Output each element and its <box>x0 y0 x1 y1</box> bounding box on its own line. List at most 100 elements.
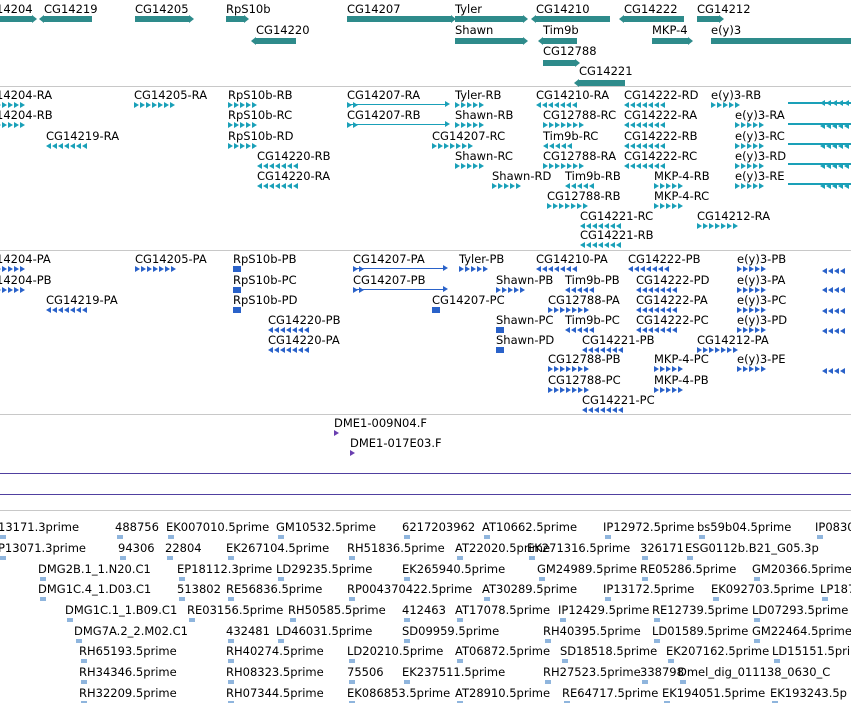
strand-arrow-icon[interactable] <box>523 37 528 45</box>
strand-arrow-icon[interactable] <box>189 15 194 23</box>
est-glyph[interactable] <box>349 597 355 601</box>
est-glyph[interactable] <box>179 597 185 601</box>
est-label[interactable]: LD01589.5prime <box>652 624 749 638</box>
transcript-label[interactable]: Tim9b-RB <box>565 169 621 183</box>
transcript-label[interactable]: MKP-4-RC <box>654 189 710 203</box>
strand-arrow-icon[interactable] <box>531 15 536 23</box>
est-glyph[interactable] <box>754 618 760 622</box>
protein-label[interactable]: CG14222-PA <box>636 293 708 307</box>
exon-glyph[interactable] <box>543 163 584 169</box>
exon-glyph[interactable] <box>455 102 484 108</box>
intron-line[interactable] <box>788 183 851 185</box>
gene-glyph[interactable] <box>536 16 610 22</box>
est-label[interactable]: DMG1C.1_1.B09.C1 <box>65 603 178 617</box>
exon-glyph[interactable] <box>636 327 677 333</box>
gene-glyph[interactable] <box>455 16 523 22</box>
exon-glyph[interactable] <box>257 163 298 169</box>
gene-glyph[interactable] <box>624 16 684 22</box>
protein-label[interactable]: e(y)3-PC <box>737 293 787 307</box>
est-label[interactable]: IP13172.5prime <box>603 582 695 596</box>
est-label[interactable]: RH08323.5prime <box>226 665 324 679</box>
est-label[interactable]: IP12972.5prime <box>603 520 695 534</box>
exon-glyph[interactable] <box>654 183 683 189</box>
gene-glyph[interactable] <box>652 38 688 44</box>
est-label[interactable]: RE05286.5prime <box>640 562 737 576</box>
protein-label[interactable]: Shawn-PB <box>496 273 554 287</box>
exon-glyph[interactable] <box>735 163 764 169</box>
est-label[interactable]: EK267104.5prime <box>226 541 330 555</box>
protein-label[interactable]: e(y)3-PE <box>737 352 786 366</box>
protein-label[interactable]: e(y)3-PA <box>737 273 786 287</box>
est-label[interactable]: SD09959.5prime <box>402 624 500 638</box>
est-label[interactable]: GM10532.5prime <box>276 520 376 534</box>
est-glyph[interactable] <box>0 556 6 560</box>
strand-arrow-icon[interactable] <box>443 286 448 292</box>
intron-line[interactable] <box>788 123 851 125</box>
exon-glyph[interactable] <box>347 122 358 128</box>
gene-label[interactable]: Shawn <box>455 23 494 37</box>
exon-glyph[interactable] <box>46 307 87 313</box>
gene-label[interactable]: CG14222 <box>624 2 678 16</box>
clone-label[interactable]: DME1-017E03.F <box>350 436 442 450</box>
gene-label[interactable]: MKP-4 <box>652 23 688 37</box>
gene-glyph[interactable] <box>44 16 92 22</box>
est-glyph[interactable] <box>822 597 828 601</box>
est-label[interactable]: 432481 <box>226 624 270 638</box>
exon-glyph[interactable] <box>654 387 683 393</box>
est-glyph[interactable] <box>40 577 46 581</box>
est-label[interactable]: Dmel_dig_011138_0630_C <box>678 665 831 679</box>
est-label[interactable]: AT06872.5prime <box>455 644 551 658</box>
exon-glyph[interactable] <box>624 102 665 108</box>
exon-glyph[interactable] <box>46 143 87 149</box>
intron-line[interactable] <box>788 102 851 104</box>
exon-glyph[interactable] <box>580 242 621 248</box>
est-label[interactable]: LD46031.5prime <box>276 624 373 638</box>
est-glyph[interactable] <box>81 659 87 663</box>
strand-arrow-icon[interactable] <box>538 37 543 45</box>
gene-glyph[interactable] <box>543 60 575 66</box>
est-label[interactable]: 13171.3prime <box>0 520 80 534</box>
exon-glyph[interactable] <box>565 327 594 333</box>
est-label[interactable]: LD15151.5prime <box>772 644 851 658</box>
strand-arrow-icon[interactable] <box>443 265 448 271</box>
est-glyph[interactable] <box>772 701 778 703</box>
protein-label[interactable]: MKP-4-PB <box>654 373 709 387</box>
transcript-label[interactable]: e(y)3-RE <box>735 169 785 183</box>
intron-line[interactable] <box>347 124 445 125</box>
est-glyph[interactable] <box>189 618 195 622</box>
intron-line[interactable] <box>788 163 851 165</box>
exon-glyph[interactable] <box>547 203 588 209</box>
gene-label[interactable]: e(y)3 <box>711 23 742 37</box>
strand-arrow-icon[interactable] <box>445 101 450 107</box>
est-label[interactable]: 488756 <box>115 520 159 534</box>
est-glyph[interactable] <box>699 535 705 539</box>
protein-label[interactable]: CG14222-PD <box>636 273 710 287</box>
intron-line[interactable] <box>353 268 443 269</box>
est-label[interactable]: EK007010.5prime <box>166 520 270 534</box>
transcript-label[interactable]: CG14207-RC <box>432 129 506 143</box>
est-glyph[interactable] <box>168 535 174 539</box>
exon-glyph[interactable] <box>268 347 309 353</box>
transcript-label[interactable]: CG14222-RA <box>624 108 698 122</box>
est-glyph[interactable] <box>774 659 780 663</box>
est-label[interactable]: EK237511.5prime <box>402 665 506 679</box>
est-label[interactable]: EK207162.5prime <box>666 644 770 658</box>
est-label[interactable]: RH51836.5prime <box>347 541 445 555</box>
exon-glyph[interactable] <box>636 307 677 313</box>
transcript-label[interactable]: Shawn-RB <box>455 108 514 122</box>
exon-glyph[interactable] <box>455 163 484 169</box>
exon-glyph[interactable] <box>711 102 740 108</box>
est-label[interactable]: RE64717.5prime <box>562 686 659 700</box>
est-glyph[interactable] <box>545 639 551 643</box>
exon-glyph[interactable] <box>536 266 577 272</box>
est-glyph[interactable] <box>404 577 410 581</box>
exon-glyph[interactable] <box>697 347 738 353</box>
est-glyph[interactable] <box>642 577 648 581</box>
est-label[interactable]: 513802 <box>177 582 221 596</box>
protein-label[interactable]: CG14220-PA <box>268 333 340 347</box>
exon-glyph[interactable] <box>459 266 488 272</box>
est-label[interactable]: P13071.3prime <box>0 541 86 555</box>
est-label[interactable]: GM24989.5prime <box>537 562 637 576</box>
est-glyph[interactable] <box>484 597 490 601</box>
est-glyph[interactable] <box>228 639 234 643</box>
